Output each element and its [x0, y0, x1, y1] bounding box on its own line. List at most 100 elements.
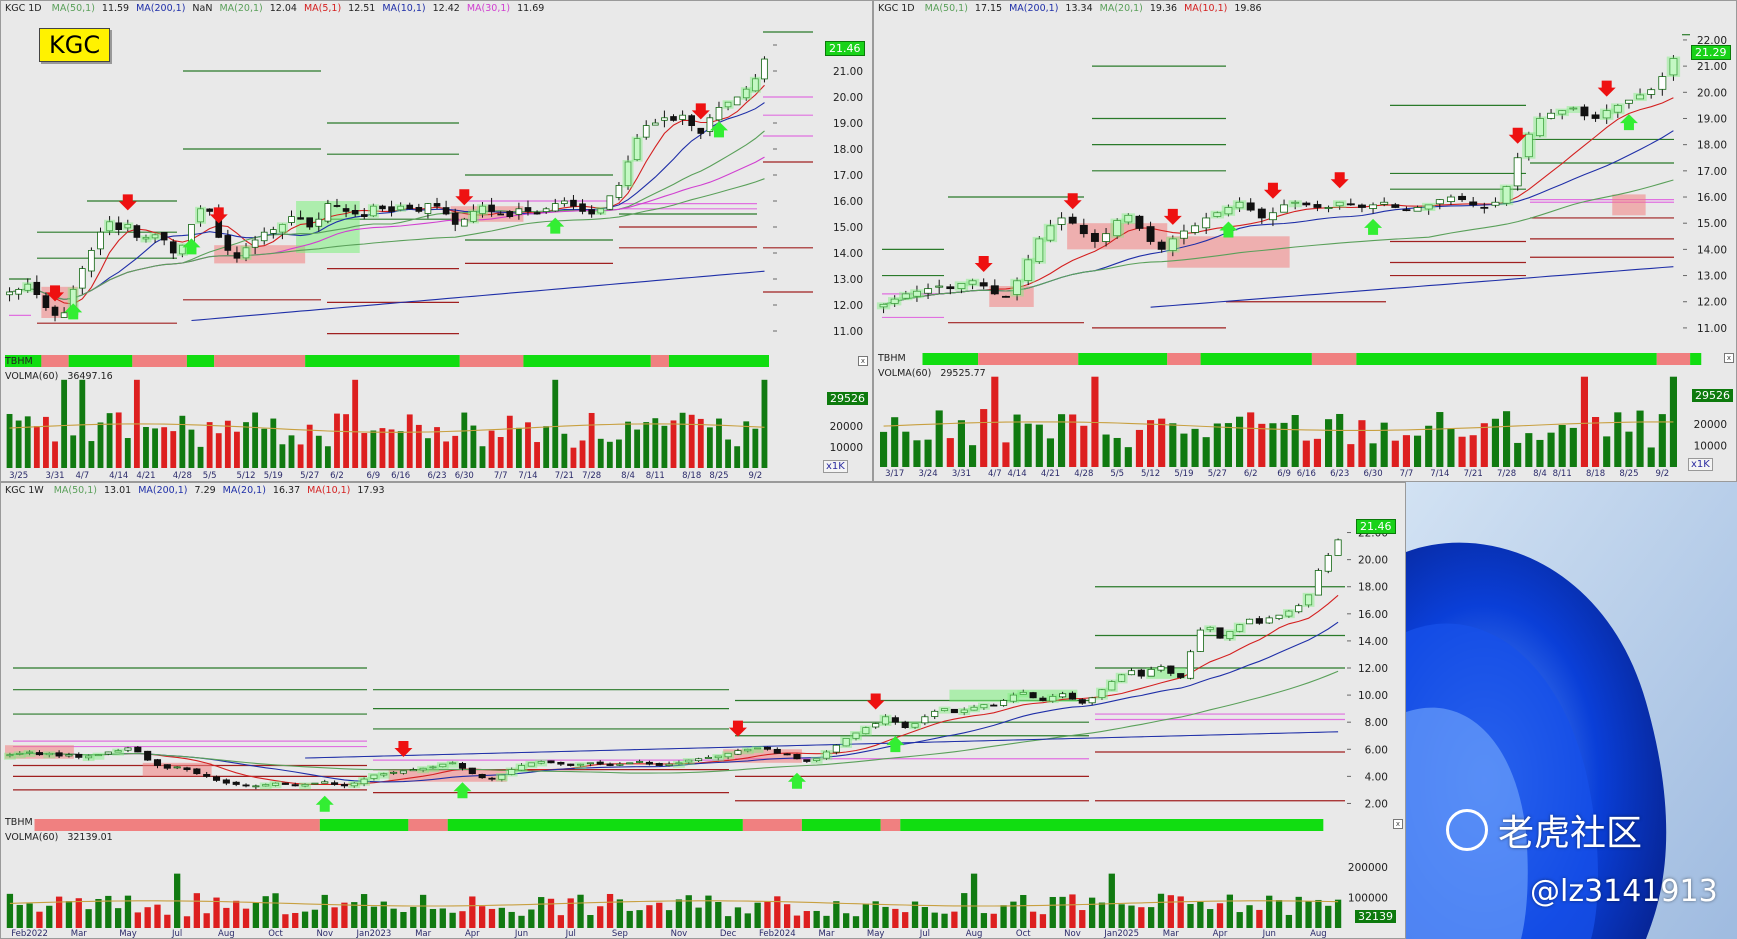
close-icon[interactable]: x: [1724, 353, 1734, 363]
volume-bar: [1380, 422, 1388, 467]
candle-body: [331, 782, 339, 785]
candle-body: [1257, 208, 1266, 219]
tbhm-segment: [459, 355, 524, 367]
volume-bar: [570, 447, 577, 468]
volume-bar: [134, 912, 141, 928]
volume-bar: [506, 415, 513, 468]
zone-box: [1612, 194, 1646, 216]
volume-bar: [1669, 376, 1677, 467]
close-icon[interactable]: x: [858, 356, 868, 366]
candle-highlight: [1555, 108, 1569, 117]
x-tick-label: Nov: [316, 929, 333, 939]
volume-bar: [161, 427, 168, 468]
volume-bar: [685, 895, 692, 928]
volume-bar: [715, 902, 722, 928]
tbhm-label: TBHM: [5, 817, 33, 828]
tbhm-segment: [34, 819, 320, 831]
volume-bar: [1216, 903, 1224, 928]
sell-arrow-icon: [394, 740, 413, 757]
y-tick-label: 17.00: [833, 170, 863, 182]
candle-body: [1024, 259, 1033, 281]
candle-body: [1413, 207, 1422, 212]
y-tick-label: 16.00: [833, 196, 863, 208]
volume-bar: [124, 895, 132, 928]
candle-body: [360, 214, 368, 217]
buy-arrow-icon: [1619, 114, 1638, 131]
volume-bar: [343, 414, 349, 468]
volume-bar: [552, 379, 559, 468]
candle-body: [1157, 241, 1166, 250]
candle-body: [1602, 110, 1611, 119]
candle-body: [724, 752, 732, 758]
candle-body: [842, 738, 850, 747]
candle-body: [515, 208, 523, 215]
volume-bar: [321, 894, 328, 928]
volume-bar: [833, 901, 840, 928]
sell-arrow-icon: [209, 207, 228, 224]
candle-body: [133, 225, 141, 238]
candle-body: [488, 204, 495, 212]
volume-bar: [643, 422, 650, 468]
candle-body: [124, 223, 132, 229]
volume-bar: [388, 429, 395, 468]
volume-scale-label[interactable]: x1K: [823, 460, 848, 473]
candle-body: [153, 759, 162, 766]
candle-body: [78, 268, 86, 289]
volume-bar: [206, 422, 213, 468]
y-tick-label: 16.00: [1358, 609, 1388, 621]
candle-body: [33, 281, 41, 295]
candle-highlight: [682, 758, 695, 766]
candle-highlight: [22, 282, 34, 293]
volume-bar: [743, 421, 750, 468]
candle-body: [695, 758, 703, 762]
x-tick-label: 7/14: [1430, 469, 1449, 479]
volume-bar: [400, 911, 407, 928]
tbhm-segment: [1167, 353, 1201, 365]
volume-bar: [262, 896, 269, 928]
candle-highlight: [850, 731, 862, 741]
chart-panel-top-left[interactable]: 11.00 12.00 13.00 14.00 15.00 16.00 17.00 18.00…: [0, 0, 873, 482]
candle-highlight: [741, 747, 754, 755]
volma-label: VOLMA(60): [5, 371, 59, 382]
volume-bar: [588, 412, 595, 468]
x-tick-label: 6/9: [367, 471, 381, 481]
buy-arrow-icon: [1364, 218, 1383, 235]
close-icon[interactable]: x: [1393, 819, 1403, 829]
chart-panel-top-right[interactable]: 11.00 12.00 13.00 14.00 15.00 16.00 17.00 18.00…: [873, 0, 1737, 482]
volume-bar: [425, 438, 431, 468]
volume-bar: [52, 441, 58, 468]
candle-highlight: [751, 745, 764, 753]
volume-bar: [1334, 899, 1342, 928]
candle-body: [1302, 202, 1311, 206]
candle-highlight: [1666, 56, 1681, 77]
candle-body: [442, 207, 450, 215]
candle-body: [114, 750, 122, 753]
buy-arrow-icon: [315, 795, 334, 812]
candle-body: [941, 708, 949, 712]
volume-bar: [1020, 894, 1027, 928]
candle-body: [1179, 230, 1188, 239]
candle-body: [935, 285, 944, 288]
candle-body: [506, 211, 514, 218]
candle-body: [262, 784, 270, 787]
candle-body: [75, 753, 83, 758]
ma-legend-top-right: KGC 1D MA(50,1) 17.15 MA(200,1) 13.34 MA(20,…: [878, 3, 1276, 14]
candle-highlight: [820, 749, 833, 761]
volma-legend: VOLMA(60) 29525.77: [878, 368, 986, 379]
candle-body: [881, 716, 890, 725]
candle-highlight: [467, 209, 479, 224]
x-tick-label: Apr: [1213, 929, 1228, 939]
candle-body: [950, 708, 958, 714]
volume-bar: [1046, 438, 1054, 467]
candle-body: [342, 208, 350, 212]
candle-body: [931, 710, 939, 717]
volume-bar: [1029, 911, 1037, 928]
candle-body: [615, 184, 623, 198]
candle-body: [636, 761, 644, 763]
buy-arrow-icon: [1219, 221, 1238, 238]
volume-scale-label[interactable]: x1K: [1688, 458, 1713, 471]
chart-panel-bottom[interactable]: 2.00 4.00 6.00 8.00 10.00 12.00 14.00 16.00 18.0…: [0, 482, 1406, 939]
candle-highlight: [176, 243, 188, 256]
volume-bar: [1202, 437, 1210, 467]
candle-body: [862, 727, 870, 735]
